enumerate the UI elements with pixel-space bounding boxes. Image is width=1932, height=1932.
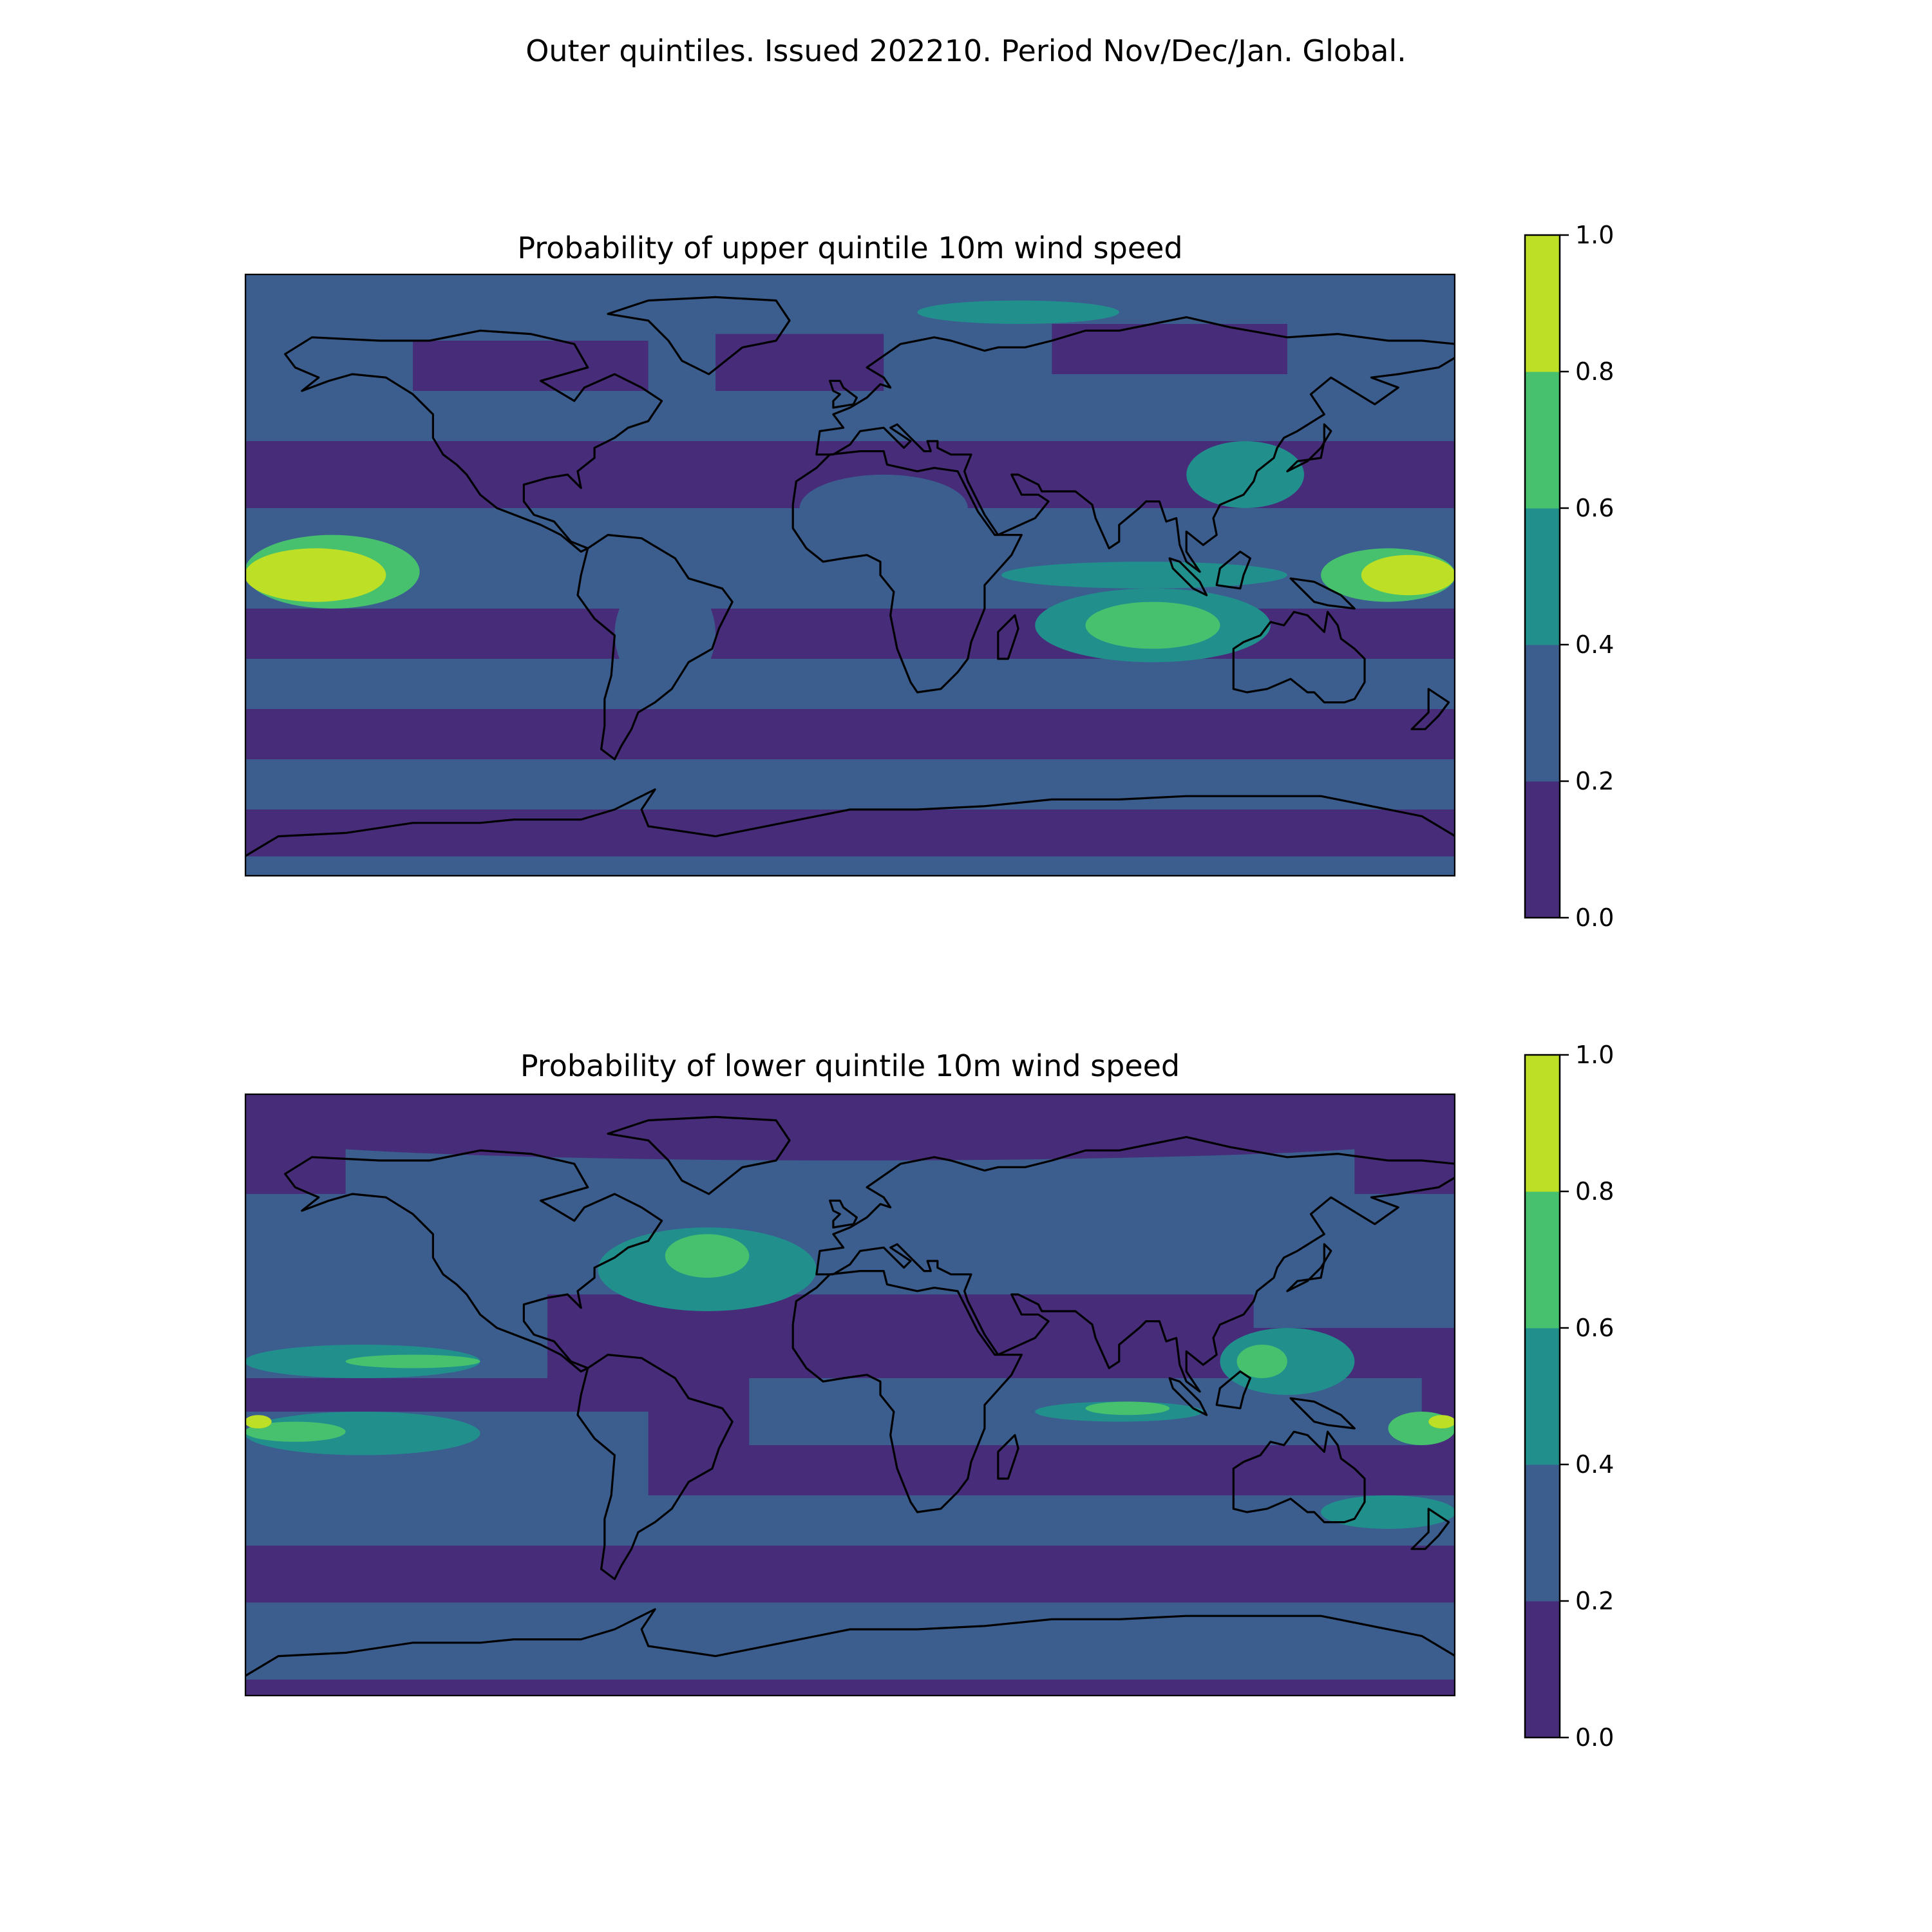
upper-colorbar-frame [1524,234,1561,919]
upper-band-4 [245,659,1455,709]
upper-coastline-eurasia [815,316,1455,573]
lower-coastline-sumatra [1168,1377,1208,1416]
lower-west-pacific-south-max [1428,1415,1455,1428]
lower-colorbar-tick-label-0: 0.0 [1575,1723,1614,1752]
lower-coastline-greenland [607,1115,791,1195]
upper-band-0 [245,856,1455,876]
upper-colorbar-tick-label-3: 0.6 [1575,494,1614,522]
lower-colorbar-segment-0 [1525,1601,1560,1738]
upper-coastline-greenland [607,296,791,375]
upper-band-5 [245,609,1455,659]
upper-map-frame [245,274,1455,876]
upper-colorbar-segment-1 [1525,645,1560,782]
upper-colorbar-tick-label-5: 1.0 [1575,221,1614,249]
upper-coastlines [245,296,1455,876]
lower-map-frame [245,1094,1455,1696]
lower-coastline-south-america [576,1354,734,1580]
lower-coastline-new-zealand [1410,1508,1450,1550]
upper-band-8 [715,334,884,391]
lower-map [245,1094,1455,1696]
figure-suptitle: Outer quintiles. Issued 202210. Period N… [526,33,1406,68]
upper-coastline-new-guinea [1289,577,1356,610]
upper-indian-ocean-south [1085,601,1220,649]
upper-colorbar-tick-label-1: 0.2 [1575,767,1614,795]
lower-colorbar: 0.0 0.2 0.4 0.6 0.8 1.0 [1524,1041,1614,1752]
upper-coastline-new-zealand [1410,688,1450,730]
lower-coastline-north-america [284,1149,663,1373]
lower-coastline-africa [791,1270,1023,1513]
lower-indian-ocean-core [1085,1401,1170,1416]
lower-colorbar-tick-label-5: 1.0 [1575,1041,1614,1069]
lower-coastline-australia [1232,1430,1366,1524]
upper-coastline-madagascar [997,614,1019,660]
lower-south-pacific-core [245,1421,346,1442]
lower-coastline-borneo [1215,1370,1252,1410]
upper-coastline-africa [791,450,1023,694]
lower-panel-title: Probability of lower quintile 10m wind s… [520,1048,1180,1083]
upper-west-pacific-max [1361,554,1455,596]
upper-colorbar-tick-label-2: 0.4 [1575,630,1614,659]
lower-north-atlantic-core [665,1234,750,1278]
upper-band-2 [245,759,1455,810]
upper-coastline-antarctica [245,788,1455,876]
lower-maritime-continent-core [1236,1345,1287,1378]
lower-colorbar-segment-4 [1525,1055,1560,1192]
upper-coastline-japan [1286,423,1332,473]
upper-panel-title: Probability of upper quintile 10m wind s… [517,231,1183,265]
lower-australia-south [1321,1495,1455,1529]
lower-coastline-antarctica [245,1608,1455,1696]
upper-coastline-uk [829,379,858,409]
lower-colorbar-tick-label-4: 0.8 [1575,1177,1614,1206]
upper-coastline-north-america [284,329,663,553]
lower-coastline-new-guinea [1289,1397,1356,1430]
lower-colorbar-frame [1524,1054,1561,1739]
upper-colorbar-segment-4 [1525,235,1560,372]
lower-colorbar-segment-1 [1525,1464,1560,1602]
lower-colorbar-tick-label-1: 0.2 [1575,1587,1614,1615]
lower-north-pacific-core [345,1354,480,1368]
upper-colorbar-segment-2 [1525,508,1560,645]
lower-maritime-continent [1220,1328,1355,1395]
upper-band-9 [1052,324,1287,374]
lower-coastline-eurasia [815,1135,1455,1393]
lower-coastlines [245,1115,1455,1696]
upper-colorbar-tick-label-4: 0.8 [1575,357,1614,386]
upper-coastline-borneo [1215,551,1252,590]
upper-south-america [614,575,716,692]
lower-band-8 [1253,1287,1455,1328]
upper-east-asia [1186,441,1304,508]
lower-south-pacific-max [245,1415,272,1428]
upper-map [245,274,1455,876]
lower-coastline-madagascar [997,1434,1019,1480]
upper-colorbar-segment-3 [1525,372,1560,509]
lower-colorbar-segment-3 [1525,1191,1560,1329]
lower-band-1 [245,1602,1455,1680]
lower-band-6 [245,1194,1455,1294]
upper-indian-ocean-equatorial [1001,562,1287,589]
upper-colorbar-segment-0 [1525,781,1560,918]
upper-band-3 [245,709,1455,759]
upper-coastline-south-america [576,534,734,761]
lower-colorbar-segment-2 [1525,1328,1560,1465]
upper-band-1 [245,810,1455,857]
upper-north-atlantic-arctic [917,300,1119,324]
lower-band-2 [245,1495,1455,1546]
upper-colorbar-tick-label-0: 0.0 [1575,904,1614,932]
upper-band-7 [413,341,649,391]
upper-coastline-australia [1232,611,1366,704]
upper-coastline-sumatra [1168,557,1208,596]
lower-colorbar-tick-label-2: 0.4 [1575,1450,1614,1479]
upper-central-pacific-max [245,548,386,602]
lower-arctic [245,1110,1455,1160]
lower-colorbar-tick-label-3: 0.6 [1575,1314,1614,1342]
lower-coastline-uk [829,1199,858,1229]
lower-band-0 [245,1680,1455,1696]
upper-colorbar: 0.0 0.2 0.4 0.6 0.8 1.0 [1524,221,1614,932]
lower-coastline-japan [1286,1243,1332,1293]
upper-north-africa [799,475,968,542]
